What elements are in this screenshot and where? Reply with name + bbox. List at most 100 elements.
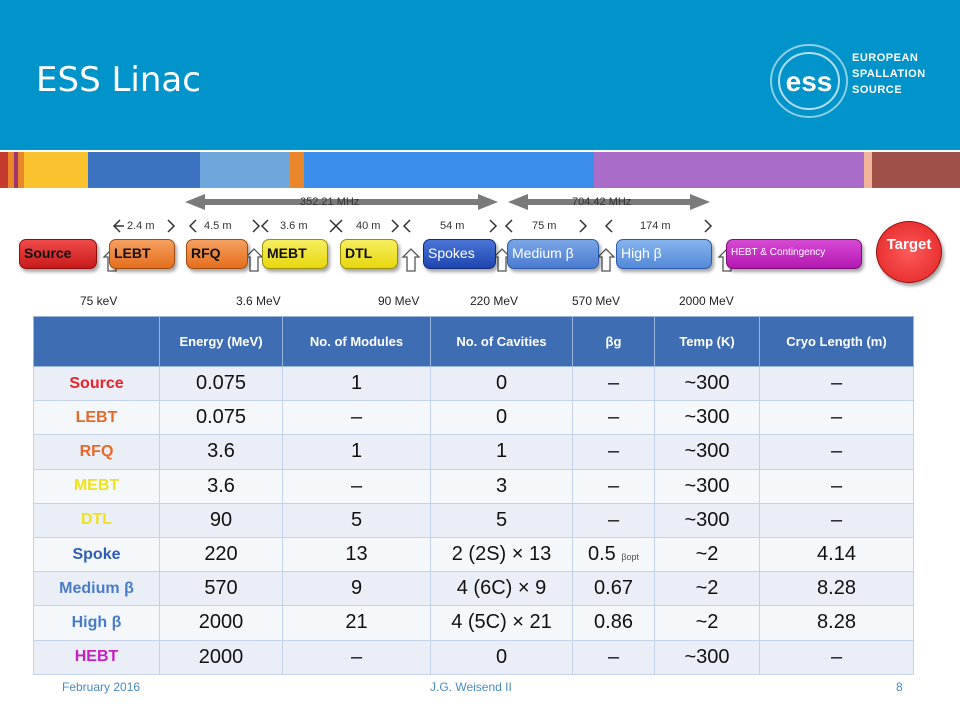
freq-label-352: 352.21 MHz [300,196,360,208]
header-temp: Temp (K) [654,316,760,367]
block-lebt: LEBT [109,239,175,269]
slide-header: ESS Linac ess EUROPEAN SPALLATION SOURCE [0,0,960,150]
svg-text:ess: ess [786,66,833,97]
block-rfq: RFQ [186,239,248,269]
freq-arrow-352 [185,194,498,210]
cell-modules: – [282,400,431,436]
color-strip-segment [872,152,960,188]
ess-logo: ess EUROPEAN SPALLATION SOURCE [766,36,956,126]
cell-beta-g: 0.67 [572,571,655,607]
cell-modules: 9 [282,571,431,607]
freq-label-704: 704.42 MHz [572,196,632,208]
cell-modules: 5 [282,502,431,538]
cell-energy: 3.6 [159,434,283,470]
length-medium: 75 m [532,220,557,232]
row-section-name: Spoke [33,536,160,573]
diagram-arrows [102,194,737,272]
cell-cavities: 4 (6C) × 9 [430,571,573,607]
block-high-beta: High β [616,239,712,269]
color-strip-segment [200,152,290,188]
header-cryo-length: Cryo Length (m) [759,316,914,367]
cell-cryo-length: – [759,365,914,402]
slide-title: ESS Linac [36,60,201,100]
header-energy: Energy (MeV) [159,316,283,367]
table-row: High β 2000 21 4 (5C) × 21 0.86 ~2 8.28 [33,605,914,641]
cell-beta-g: – [572,400,655,436]
cell-cavities: 3 [430,468,573,504]
cell-temp: ~2 [654,571,760,607]
cell-cryo-length: – [759,400,914,436]
cell-temp: ~2 [654,605,760,641]
block-medium-beta: Medium β [507,239,599,269]
row-section-name: RFQ [33,434,160,470]
footer-date: February 2016 [62,680,141,694]
cell-modules: 1 [282,434,431,470]
table-body: Source 0.075 1 0– ~300– LEBT 0.075–0– ~300– RFQ 3… [33,365,914,675]
block-mebt: MEBT [262,239,328,269]
cell-energy: 220 [159,536,283,573]
color-strip-segment [0,152,8,188]
cell-beta-g: 0.5 βopt [572,536,655,573]
ess-logo-icon: ess [770,44,848,118]
cell-temp: ~300 [654,502,760,538]
cell-cryo-length: – [759,639,914,675]
color-strip-segment [14,152,18,188]
color-strip-segment [24,152,88,188]
table-row: HEBT 2000–0– ~300– [33,639,914,675]
table-row: Source 0.075 1 0– ~300– [33,365,914,402]
cell-modules: – [282,639,431,675]
block-hebt: HEBT & Contingency [726,239,862,269]
cell-energy: 0.075 [159,400,283,436]
color-strip-segment [88,152,200,188]
cell-modules: 13 [282,536,431,573]
cell-cavities: 0 [430,365,573,402]
cell-cryo-length: 8.28 [759,605,914,641]
color-strip [0,152,960,188]
color-strip-segment [304,152,594,188]
cell-cryo-length: – [759,502,914,538]
row-section-name: High β [33,605,160,641]
cell-energy: 90 [159,502,283,538]
color-strip-segment [8,152,14,188]
energy-570mev: 570 MeV [572,294,621,308]
cell-beta-g: – [572,639,655,675]
row-section-name: Source [33,365,160,402]
header-modules: No. of Modules [282,316,431,367]
footer-author: J.G. Weisend II [430,680,512,694]
beta-value: 0.5 [587,543,616,566]
logo-line-1: EUROPEAN [852,52,919,64]
cell-cavities: 0 [430,639,573,675]
table-row: RFQ 3.6 1 1– ~300– [33,434,914,470]
linac-parameters-table: Energy (MeV) No. of Modules No. of Cavit… [33,316,914,675]
energy-3-6mev: 3.6 MeV [236,294,281,308]
logo-text: EUROPEAN SPALLATION SOURCE [852,50,926,98]
cell-energy: 2000 [159,639,283,675]
row-section-name: DTL [33,502,160,538]
cell-energy: 3.6 [159,468,283,504]
length-arrows [112,219,713,233]
table-row: LEBT 0.075–0– ~300– [33,400,914,436]
row-section-name: HEBT [33,639,160,675]
header-beta-g: βg [572,316,655,367]
cell-modules: – [282,468,431,504]
block-dtl: DTL [340,239,398,269]
block-spokes: Spokes [423,239,496,269]
energy-90mev: 90 MeV [378,294,420,308]
header-cavities: No. of Cavities [430,316,573,367]
block-target: Target [876,221,942,283]
cell-beta-g: – [572,434,655,470]
cell-modules: 21 [282,605,431,641]
table-row: Spoke 220 13 2 (2S) × 13 0.5 βopt ~2 4.14 [33,536,914,573]
color-strip-segment [594,152,864,188]
linac-diagram: 352.21 MHz 704.42 MHz 2.4 m 4.5 m 3.6 m … [0,188,960,312]
table-row: Medium β 570 9 4 (6C) × 9 0.67 ~2 8.28 [33,571,914,607]
cell-energy: 2000 [159,605,283,641]
length-lebt: 2.4 m [127,220,155,232]
cell-cryo-length: 4.14 [759,536,914,573]
row-section-name: MEBT [33,468,160,504]
cell-cryo-length: – [759,434,914,470]
energy-220mev: 220 MeV [470,294,519,308]
length-high: 174 m [640,220,671,232]
cell-beta-g: – [572,502,655,538]
footer-page-number: 8 [896,680,903,694]
